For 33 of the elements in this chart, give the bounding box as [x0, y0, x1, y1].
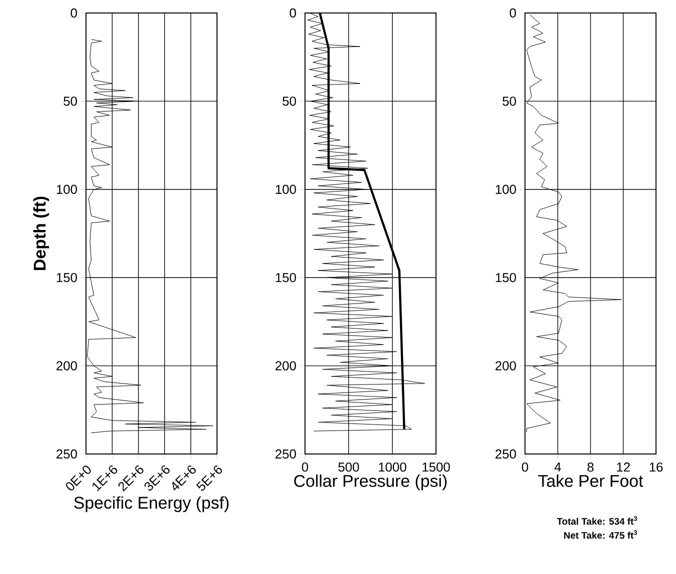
- y-tick-label: 200: [276, 361, 296, 370]
- y-tick-label: 0: [290, 8, 296, 18]
- y-tick-label: 100: [56, 184, 77, 194]
- x-tick-label: 500: [338, 462, 359, 472]
- y-tick-label: 50: [502, 96, 516, 106]
- y-tick-label: 150: [496, 273, 516, 282]
- text: Total Take: 534 ft$^{3}$: [556, 516, 638, 525]
- y-tick-label: 0: [510, 8, 516, 18]
- x-tick-label: 12: [617, 462, 630, 472]
- y-tick-label: 100: [276, 184, 296, 194]
- x-tick-label: 8: [587, 462, 594, 472]
- y-tick-label: 50: [282, 96, 296, 106]
- y-axis-title: Depth (ft): [33, 196, 50, 270]
- x-tick-label: 0: [302, 462, 308, 472]
- x-axis-title: Take Per Foot: [538, 474, 644, 487]
- y-tick-label: 0: [70, 8, 77, 18]
- y-tick-label: 50: [64, 96, 77, 106]
- y-tick-label: 200: [496, 361, 516, 370]
- y-tick-label: 250: [496, 449, 516, 459]
- y-tick-label: 150: [276, 273, 296, 282]
- x-tick-label: 1500: [422, 462, 450, 472]
- x-tick-label: 4: [554, 462, 561, 472]
- text: Net Take: 475 ft$^{3}$: [564, 530, 638, 539]
- x-tick-label: 1000: [378, 462, 406, 472]
- x-axis-title: Specific Energy (psf): [74, 496, 229, 512]
- y-tick-label: 200: [56, 361, 77, 370]
- x-axis-title: Collar Pressure (psi): [294, 474, 447, 490]
- y-tick-label: 100: [496, 184, 516, 194]
- y-tick-label: 250: [276, 449, 296, 459]
- x-tick-label: 0: [522, 462, 528, 472]
- x-tick-label: 16: [650, 462, 663, 472]
- y-tick-label: 150: [56, 273, 77, 282]
- y-tick-label: 250: [56, 449, 77, 459]
